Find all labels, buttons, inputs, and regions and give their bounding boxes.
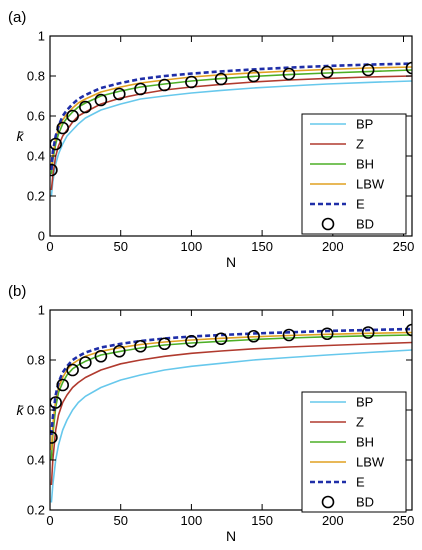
- series-line-bh: [50, 334, 412, 461]
- legend-label-e: E: [356, 475, 365, 490]
- y-tick-label: 0.6: [27, 403, 45, 418]
- legend-label-bp: BP: [356, 117, 373, 132]
- panel-label: (a): [8, 9, 26, 26]
- legend-label-e: E: [356, 197, 365, 212]
- y-tick-label: 0: [38, 229, 45, 244]
- y-tick-label: 0.4: [27, 453, 45, 468]
- legend-label-bd: BD: [356, 495, 374, 510]
- data-point-bd: [247, 69, 260, 83]
- legend-label-z: Z: [356, 415, 364, 430]
- data-point-bd: [56, 121, 70, 135]
- data-point-bd: [79, 356, 92, 369]
- x-tick-label: 150: [251, 239, 273, 254]
- data-point-bd: [405, 323, 412, 337]
- data-point-bd: [134, 82, 147, 96]
- data-point-bd: [282, 67, 296, 81]
- y-tick-label: 0.2: [27, 189, 45, 204]
- x-tick-label: 150: [251, 513, 273, 528]
- legend-label-lbw: LBW: [356, 177, 385, 192]
- y-tick-label: 0.8: [27, 69, 45, 84]
- legend: BP Z BH LBW E BD: [301, 113, 407, 235]
- plot-area: [50, 323, 412, 503]
- y-tick-label: 0.4: [27, 149, 45, 164]
- series-line-z: [50, 75, 412, 191]
- data-point-bd: [405, 61, 412, 75]
- data-point-bd: [56, 378, 70, 392]
- x-tick-label: 0: [46, 239, 53, 254]
- legend-label-bh: BH: [356, 157, 374, 172]
- legend-swatch-bd: [321, 495, 335, 509]
- x-tick-label: 250: [393, 239, 415, 254]
- y-axis-label: k̄: [17, 128, 25, 144]
- data-point-bd: [50, 431, 58, 444]
- chart-panel-b: (b) 0 50 100 150 200 250 0.2 0.4 0.6 0.8 1 Nk̄ BP Z BH L…: [8, 283, 415, 544]
- y-tick-label: 0.6: [27, 109, 45, 124]
- legend-label-bp: BP: [356, 395, 373, 410]
- data-point-bd: [320, 65, 334, 79]
- data-point-bd: [214, 72, 228, 86]
- data-point-bd: [94, 349, 108, 363]
- series-line-bp: [50, 80, 412, 197]
- data-point-bd: [247, 329, 260, 343]
- legend-box: [301, 113, 407, 235]
- data-point-bd: [282, 328, 296, 342]
- chart-panel-a: (a) 0 50 100 150 200 250 0 0.2 0.4 0.6 0.8 1 Nk̄ BP Z BH…: [8, 9, 415, 270]
- y-axis-label: k̄: [17, 402, 25, 418]
- panel-label: (b): [8, 283, 26, 300]
- data-point-bd: [158, 78, 171, 92]
- x-axis-label: N: [226, 254, 236, 270]
- x-tick-label: 50: [113, 513, 127, 528]
- legend-label-z: Z: [356, 137, 364, 152]
- legend-label-bd: BD: [356, 217, 374, 232]
- data-point-bd: [50, 163, 58, 177]
- x-tick-label: 200: [322, 239, 344, 254]
- plot-area: [50, 61, 412, 197]
- y-tick-label: 0.2: [27, 503, 45, 518]
- y-tick-label: 1: [38, 303, 45, 318]
- x-axis-label: N: [226, 528, 236, 544]
- data-point-bd: [361, 326, 375, 339]
- x-tick-label: 50: [113, 239, 127, 254]
- data-point-bd: [66, 109, 79, 123]
- data-point-bd: [185, 75, 198, 89]
- data-point-bd: [66, 363, 79, 377]
- x-tick-label: 100: [181, 513, 203, 528]
- legend-swatch-bd: [321, 217, 335, 231]
- data-point-bd: [112, 344, 126, 358]
- x-tick-label: 250: [393, 513, 415, 528]
- y-tick-label: 0.8: [27, 353, 45, 368]
- legend-label-lbw: LBW: [356, 455, 385, 470]
- data-point-bd: [185, 334, 198, 348]
- series-line-e: [50, 62, 412, 171]
- data-point-bd: [320, 327, 334, 341]
- series-line-bp: [50, 349, 412, 503]
- legend: BP Z BH LBW E BD: [301, 391, 407, 513]
- data-point-bd: [79, 100, 92, 114]
- legend-label-bh: BH: [356, 435, 374, 450]
- series-line-e: [50, 327, 412, 436]
- data-point-bd: [361, 63, 375, 77]
- data-point-bd: [158, 337, 171, 351]
- y-tick-label: 1: [38, 29, 45, 44]
- x-tick-label: 0: [46, 513, 53, 528]
- x-tick-label: 200: [322, 513, 344, 528]
- legend-box: [301, 391, 407, 513]
- data-point-bd: [214, 332, 228, 346]
- data-point-bd: [112, 87, 126, 101]
- data-point-bd: [134, 339, 147, 353]
- x-tick-label: 100: [181, 239, 203, 254]
- data-point-bd: [94, 93, 108, 107]
- plot-frame: [49, 35, 413, 237]
- series-line-z: [50, 341, 412, 486]
